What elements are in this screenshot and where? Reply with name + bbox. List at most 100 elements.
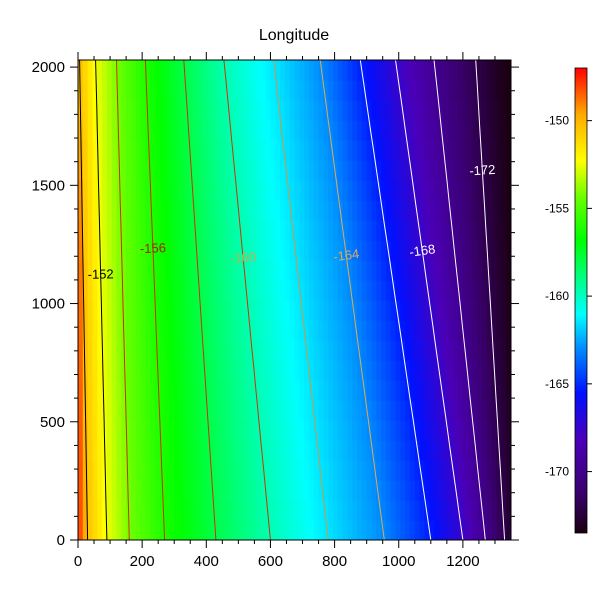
heatmap-cell: [448, 80, 454, 101]
heatmap-cell: [299, 180, 305, 201]
heatmap-cell: [154, 520, 161, 540]
heatmap-cell: [246, 500, 252, 521]
heatmap-cell: [222, 260, 228, 281]
heatmap-cell: [289, 420, 296, 441]
heatmap-cell: [270, 520, 276, 540]
heatmap-cell: [366, 360, 373, 381]
heatmap-cell: [265, 300, 272, 321]
heatmap-cell: [82, 180, 89, 201]
heatmap-cell: [332, 480, 339, 501]
heatmap-cell: [246, 320, 252, 341]
heatmap-cell: [217, 400, 223, 421]
heatmap-cell: [121, 100, 127, 121]
heatmap-cell: [429, 200, 435, 221]
heatmap-cell: [150, 60, 156, 81]
heatmap-cell: [342, 440, 349, 461]
heatmap-cell: [337, 260, 344, 281]
heatmap-cell: [352, 440, 358, 461]
heatmap-cell: [179, 460, 185, 481]
heatmap-cell: [217, 340, 223, 361]
heatmap-cell: [78, 320, 84, 341]
heatmap-cell: [256, 420, 262, 441]
heatmap-cell: [347, 400, 353, 421]
heatmap-cell: [462, 520, 469, 540]
heatmap-cell: [280, 480, 286, 501]
heatmap-cell: [169, 160, 175, 181]
contour-line: [433, 60, 486, 540]
heatmap-cell: [92, 120, 98, 141]
heatmap-cell: [116, 120, 122, 141]
heatmap-cell: [491, 500, 498, 521]
heatmap-cell: [203, 120, 209, 141]
heatmap-cell: [265, 340, 272, 361]
heatmap-cell: [102, 320, 108, 341]
heatmap-cell: [102, 220, 108, 241]
heatmap-cell: [347, 440, 353, 461]
heatmap-cell: [140, 200, 146, 221]
heatmap-cell: [87, 120, 94, 141]
heatmap-cell: [256, 460, 262, 481]
heatmap-cell: [482, 80, 488, 101]
heatmap-cell: [294, 300, 300, 321]
heatmap-cell: [376, 300, 382, 321]
heatmap-cell: [256, 160, 262, 181]
heatmap-cell: [159, 160, 166, 181]
heatmap-cell: [275, 520, 281, 540]
heatmap-cell: [443, 60, 450, 81]
heatmap-cell: [453, 520, 459, 540]
heatmap-cell: [145, 480, 151, 501]
heatmap-cell: [270, 380, 276, 401]
heatmap-cell: [419, 520, 425, 540]
x-tick-label: 1000: [382, 553, 415, 570]
heatmap-cell: [424, 220, 430, 241]
heatmap-cell: [328, 340, 334, 361]
heatmap-cell: [159, 180, 166, 201]
heatmap-cell: [308, 500, 315, 521]
heatmap-cell: [251, 160, 257, 181]
heatmap-cell: [434, 220, 440, 241]
heatmap-cell: [342, 520, 349, 540]
heatmap-cell: [318, 120, 324, 141]
heatmap-cell: [313, 500, 320, 521]
heatmap-cell: [154, 340, 161, 361]
heatmap-cell: [169, 400, 175, 421]
heatmap-cell: [361, 520, 368, 540]
heatmap-cell: [395, 80, 401, 101]
heatmap-cell: [102, 160, 108, 181]
contour-label: -160: [229, 249, 256, 266]
heatmap-cell: [419, 200, 425, 221]
heatmap-cell: [265, 120, 272, 141]
heatmap-cell: [217, 100, 223, 121]
heatmap-cell: [231, 220, 238, 241]
heatmap-cell: [332, 240, 339, 261]
heatmap-cell: [92, 60, 98, 81]
heatmap-cell: [116, 360, 122, 381]
heatmap-cell: [400, 440, 406, 461]
heatmap-cell: [434, 260, 440, 281]
heatmap-cell: [395, 300, 401, 321]
heatmap-cell: [390, 180, 397, 201]
heatmap-cell: [280, 160, 286, 181]
heatmap-cell: [337, 420, 344, 441]
heatmap-cell: [97, 200, 103, 221]
heatmap-cell: [256, 220, 262, 241]
heatmap-cell: [145, 160, 151, 181]
heatmap-cell: [434, 100, 440, 121]
heatmap-cell: [231, 440, 238, 461]
heatmap-cell: [97, 440, 103, 461]
heatmap-cell: [193, 280, 199, 301]
heatmap-cell: [251, 380, 257, 401]
heatmap-cell: [424, 360, 430, 381]
heatmap-cell: [126, 80, 132, 101]
heatmap-cell: [361, 320, 368, 341]
heatmap-cell: [135, 100, 142, 121]
heatmap-cell: [106, 120, 113, 141]
heatmap-cell: [429, 240, 435, 261]
heatmap-cell: [501, 260, 507, 281]
heatmap-cell: [453, 180, 459, 201]
heatmap-cell: [164, 200, 171, 221]
heatmap-cell: [332, 260, 339, 281]
heatmap-cell: [458, 260, 464, 281]
heatmap-cell: [154, 200, 161, 221]
heatmap-cell: [246, 120, 252, 141]
